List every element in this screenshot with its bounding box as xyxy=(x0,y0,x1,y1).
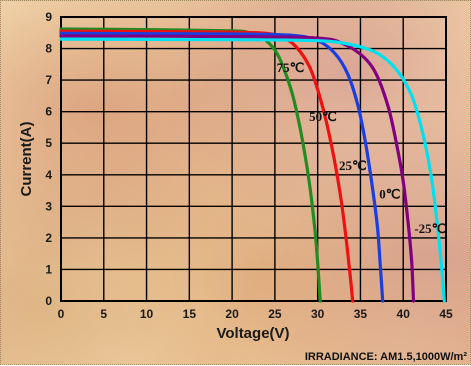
x-tick-label: 15 xyxy=(183,307,197,321)
y-tick-label: 4 xyxy=(45,168,52,182)
y-axis-title: Current(A) xyxy=(18,122,35,197)
x-tick-label: 25 xyxy=(268,307,282,321)
series-label: -25℃ xyxy=(414,221,446,236)
y-tick-label: 8 xyxy=(45,42,52,56)
series-label: 50℃ xyxy=(309,109,337,124)
series-line xyxy=(59,34,416,303)
curve-labels: 75℃ 50℃ 25℃ 0℃ -25℃ xyxy=(277,60,447,236)
grid-lines xyxy=(60,16,447,302)
x-tick-label: 45 xyxy=(439,307,453,321)
x-tick-label: 20 xyxy=(225,307,239,321)
series-label: 0℃ xyxy=(379,186,400,201)
series-line xyxy=(59,29,355,303)
series-label: 75℃ xyxy=(277,60,305,75)
y-tick-label: 5 xyxy=(45,136,52,150)
series-line xyxy=(59,37,446,303)
y-tick-label: 3 xyxy=(45,199,52,213)
x-tick-label: 0 xyxy=(58,307,65,321)
y-tick-label: 0 xyxy=(45,294,52,308)
y-tick-label: 7 xyxy=(45,73,52,87)
y-tick-label: 9 xyxy=(45,10,52,24)
x-tick-label: 30 xyxy=(311,307,325,321)
x-tick-label: 5 xyxy=(100,307,107,321)
series-line xyxy=(59,31,385,303)
y-tick-label: 2 xyxy=(45,231,52,245)
x-tick-label: 10 xyxy=(140,307,154,321)
x-tick-label: 40 xyxy=(397,307,411,321)
irradiance-note: IRRADIANCE: AM1.5,1000W/m² xyxy=(305,351,468,363)
series-lines xyxy=(59,27,446,303)
x-axis-title: Voltage(V) xyxy=(216,325,289,342)
y-tick-label: 6 xyxy=(45,105,52,119)
x-tick-label: 35 xyxy=(354,307,368,321)
series-label: 25℃ xyxy=(339,158,367,173)
y-tick-label: 1 xyxy=(45,262,52,276)
